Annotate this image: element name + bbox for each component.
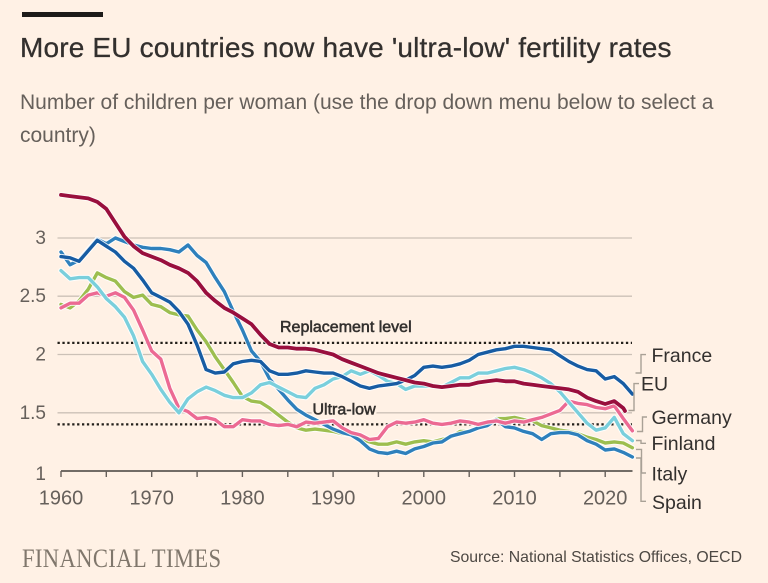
svg-text:1990: 1990 (311, 488, 356, 510)
svg-text:1970: 1970 (129, 488, 174, 510)
svg-text:Italy: Italy (652, 464, 688, 486)
svg-text:2020: 2020 (583, 488, 628, 510)
svg-text:2.5: 2.5 (20, 286, 46, 307)
svg-text:2: 2 (35, 345, 46, 366)
svg-text:1: 1 (35, 464, 46, 485)
svg-text:1.5: 1.5 (20, 403, 46, 424)
svg-text:2010: 2010 (492, 488, 537, 510)
svg-text:Ultra-low: Ultra-low (313, 402, 377, 419)
svg-text:Spain: Spain (652, 492, 702, 514)
svg-text:Finland: Finland (652, 433, 716, 455)
svg-text:2000: 2000 (402, 488, 447, 510)
svg-text:Replacement level: Replacement level (280, 319, 412, 336)
svg-text:EU: EU (641, 374, 668, 396)
svg-text:1960: 1960 (39, 488, 84, 510)
svg-text:France: France (652, 345, 713, 367)
svg-text:Replacement level: Replacement level (280, 319, 412, 336)
svg-text:Germany: Germany (652, 407, 732, 429)
svg-text:1980: 1980 (220, 488, 265, 510)
svg-text:Ultra-low: Ultra-low (313, 402, 377, 419)
svg-text:3: 3 (35, 228, 46, 249)
